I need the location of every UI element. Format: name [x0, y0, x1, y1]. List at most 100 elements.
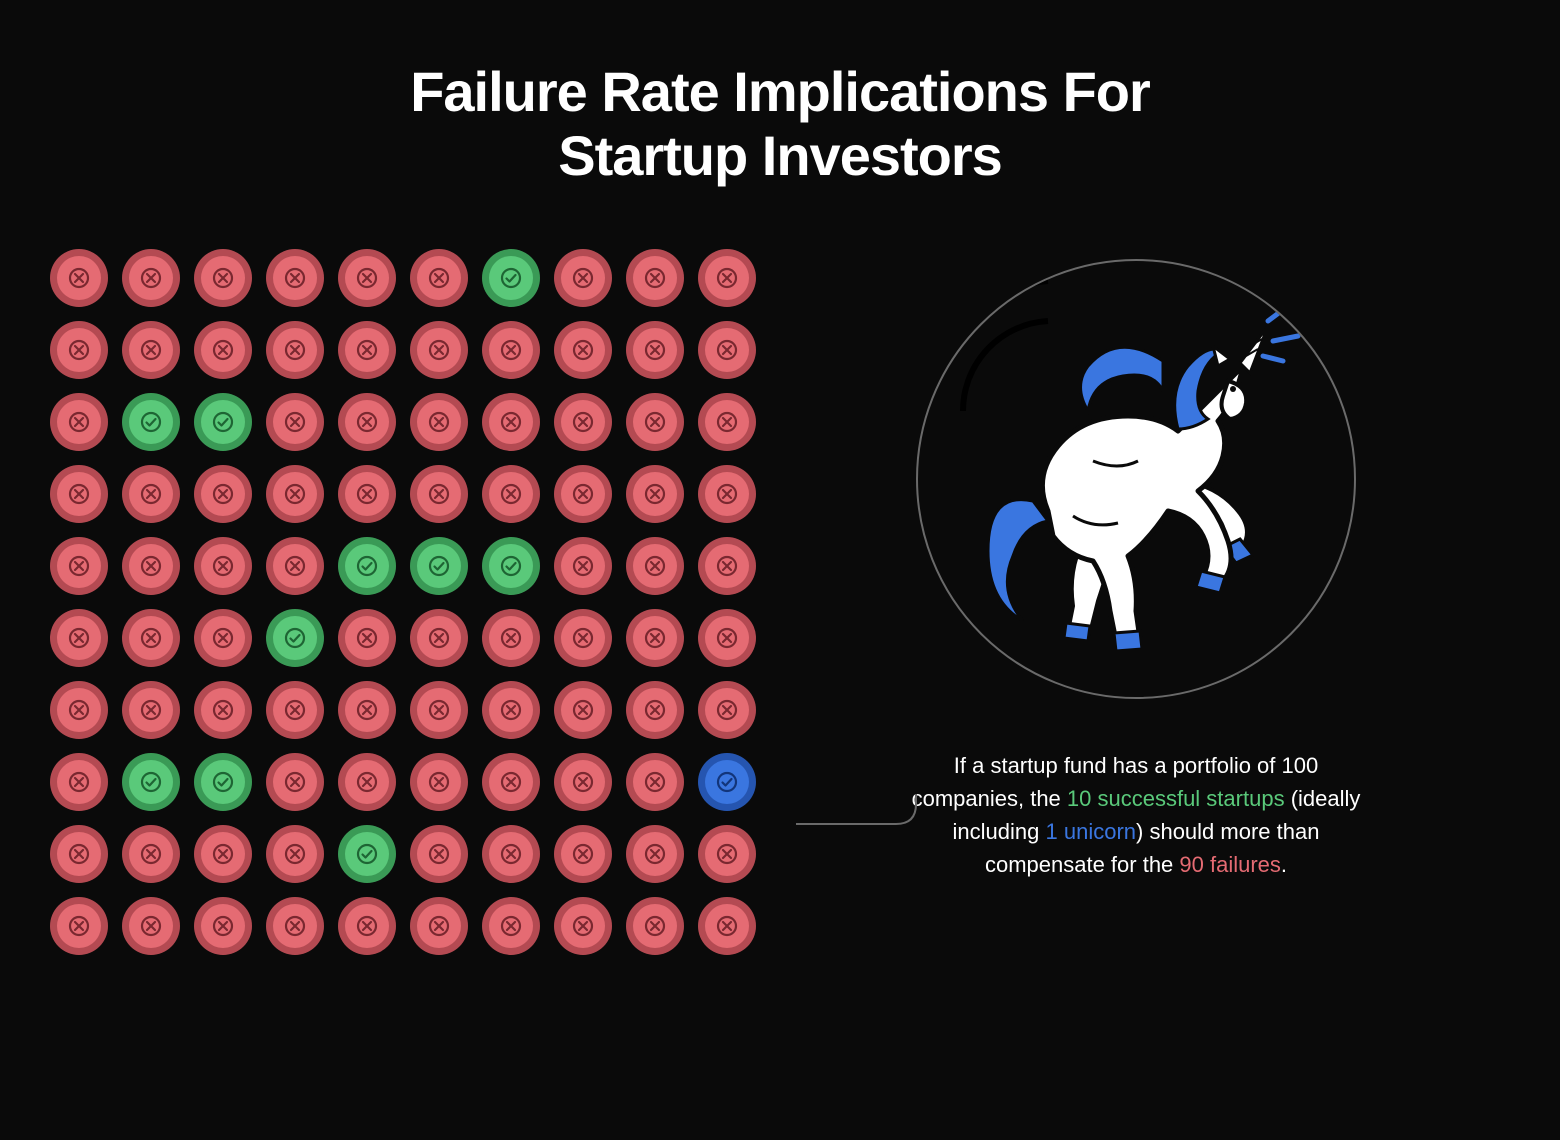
portfolio-coin-fail	[698, 393, 756, 451]
portfolio-coin-fail	[626, 537, 684, 595]
portfolio-coin-fail	[626, 465, 684, 523]
portfolio-coin-fail	[50, 465, 108, 523]
portfolio-coin-fail	[554, 825, 612, 883]
portfolio-coin-fail	[698, 465, 756, 523]
portfolio-coin-fail	[266, 897, 324, 955]
portfolio-coin-fail	[626, 393, 684, 451]
portfolio-coin-fail	[482, 465, 540, 523]
title-line-2: Startup Investors	[558, 124, 1002, 187]
portfolio-coin-fail	[122, 681, 180, 739]
portfolio-coin-fail	[698, 537, 756, 595]
portfolio-coin-fail	[626, 249, 684, 307]
right-panel: If a startup fund has a portfolio of 100…	[796, 239, 1510, 881]
portfolio-coin-fail	[410, 249, 468, 307]
portfolio-coin-fail	[554, 537, 612, 595]
portfolio-coin-success	[122, 753, 180, 811]
caption-fail-phrase: 90 failures	[1179, 852, 1281, 877]
portfolio-coin-fail	[554, 681, 612, 739]
portfolio-coin-success	[122, 393, 180, 451]
portfolio-coin-fail	[554, 249, 612, 307]
portfolio-coin-fail	[554, 897, 612, 955]
caption-part4: .	[1281, 852, 1287, 877]
portfolio-coin-fail	[122, 825, 180, 883]
portfolio-coin-fail	[482, 825, 540, 883]
portfolio-coin-fail	[482, 321, 540, 379]
portfolio-coin-fail	[266, 681, 324, 739]
portfolio-coin-success	[338, 825, 396, 883]
portfolio-coin-success	[194, 393, 252, 451]
portfolio-coin-fail	[410, 897, 468, 955]
portfolio-coin-fail	[338, 609, 396, 667]
page-title: Failure Rate Implications For Startup In…	[0, 0, 1560, 239]
portfolio-coin-success	[338, 537, 396, 595]
portfolio-coin-fail	[50, 681, 108, 739]
portfolio-coin-fail	[50, 393, 108, 451]
portfolio-coin-fail	[194, 609, 252, 667]
portfolio-coin-fail	[410, 753, 468, 811]
portfolio-coin-success	[482, 537, 540, 595]
portfolio-coin-fail	[482, 393, 540, 451]
portfolio-coin-fail	[554, 609, 612, 667]
portfolio-coin-fail	[194, 825, 252, 883]
portfolio-coin-fail	[122, 897, 180, 955]
portfolio-coin-success	[482, 249, 540, 307]
portfolio-coin-fail	[626, 753, 684, 811]
portfolio-coin-fail	[626, 897, 684, 955]
portfolio-coin-fail	[338, 681, 396, 739]
portfolio-coin-fail	[554, 321, 612, 379]
portfolio-coin-fail	[338, 897, 396, 955]
portfolio-coin-fail	[626, 321, 684, 379]
portfolio-coin-fail	[122, 465, 180, 523]
portfolio-coin-unicorn	[698, 753, 756, 811]
portfolio-coin-fail	[194, 465, 252, 523]
portfolio-coin-fail	[50, 897, 108, 955]
portfolio-grid	[50, 239, 756, 955]
portfolio-coin-fail	[194, 681, 252, 739]
content-area: If a startup fund has a portfolio of 100…	[0, 239, 1560, 955]
portfolio-coin-fail	[698, 681, 756, 739]
portfolio-coin-fail	[410, 321, 468, 379]
portfolio-coin-fail	[266, 465, 324, 523]
portfolio-coin-fail	[698, 897, 756, 955]
portfolio-coin-fail	[122, 609, 180, 667]
unicorn-illustration-circle	[916, 259, 1356, 699]
portfolio-coin-fail	[698, 825, 756, 883]
portfolio-coin-fail	[50, 609, 108, 667]
portfolio-coin-fail	[554, 753, 612, 811]
portfolio-coin-fail	[194, 537, 252, 595]
portfolio-coin-fail	[482, 753, 540, 811]
caption-success-phrase: 10 successful startups	[1067, 786, 1285, 811]
portfolio-coin-fail	[554, 393, 612, 451]
portfolio-coin-fail	[50, 321, 108, 379]
portfolio-coin-success	[266, 609, 324, 667]
portfolio-coin-success	[194, 753, 252, 811]
portfolio-coin-fail	[338, 393, 396, 451]
caption-unicorn-phrase: 1 unicorn	[1046, 819, 1137, 844]
portfolio-coin-fail	[122, 537, 180, 595]
portfolio-coin-fail	[482, 681, 540, 739]
title-line-1: Failure Rate Implications For	[410, 60, 1150, 123]
portfolio-coin-fail	[482, 609, 540, 667]
portfolio-coin-fail	[266, 825, 324, 883]
portfolio-coin-fail	[626, 825, 684, 883]
portfolio-coin-fail	[50, 753, 108, 811]
portfolio-coin-fail	[410, 681, 468, 739]
portfolio-coin-fail	[698, 609, 756, 667]
portfolio-coin-fail	[410, 825, 468, 883]
portfolio-coin-fail	[194, 249, 252, 307]
portfolio-coin-fail	[410, 465, 468, 523]
portfolio-coin-fail	[122, 249, 180, 307]
portfolio-coin-fail	[338, 465, 396, 523]
portfolio-coin-fail	[338, 753, 396, 811]
portfolio-coin-fail	[50, 537, 108, 595]
portfolio-coin-fail	[266, 393, 324, 451]
portfolio-coin-fail	[194, 321, 252, 379]
unicorn-icon	[918, 261, 1356, 699]
portfolio-coin-fail	[50, 249, 108, 307]
portfolio-coin-fail	[266, 537, 324, 595]
portfolio-coin-fail	[194, 897, 252, 955]
portfolio-coin-fail	[410, 609, 468, 667]
connector-line	[796, 794, 976, 974]
portfolio-coin-fail	[698, 249, 756, 307]
portfolio-coin-fail	[50, 825, 108, 883]
